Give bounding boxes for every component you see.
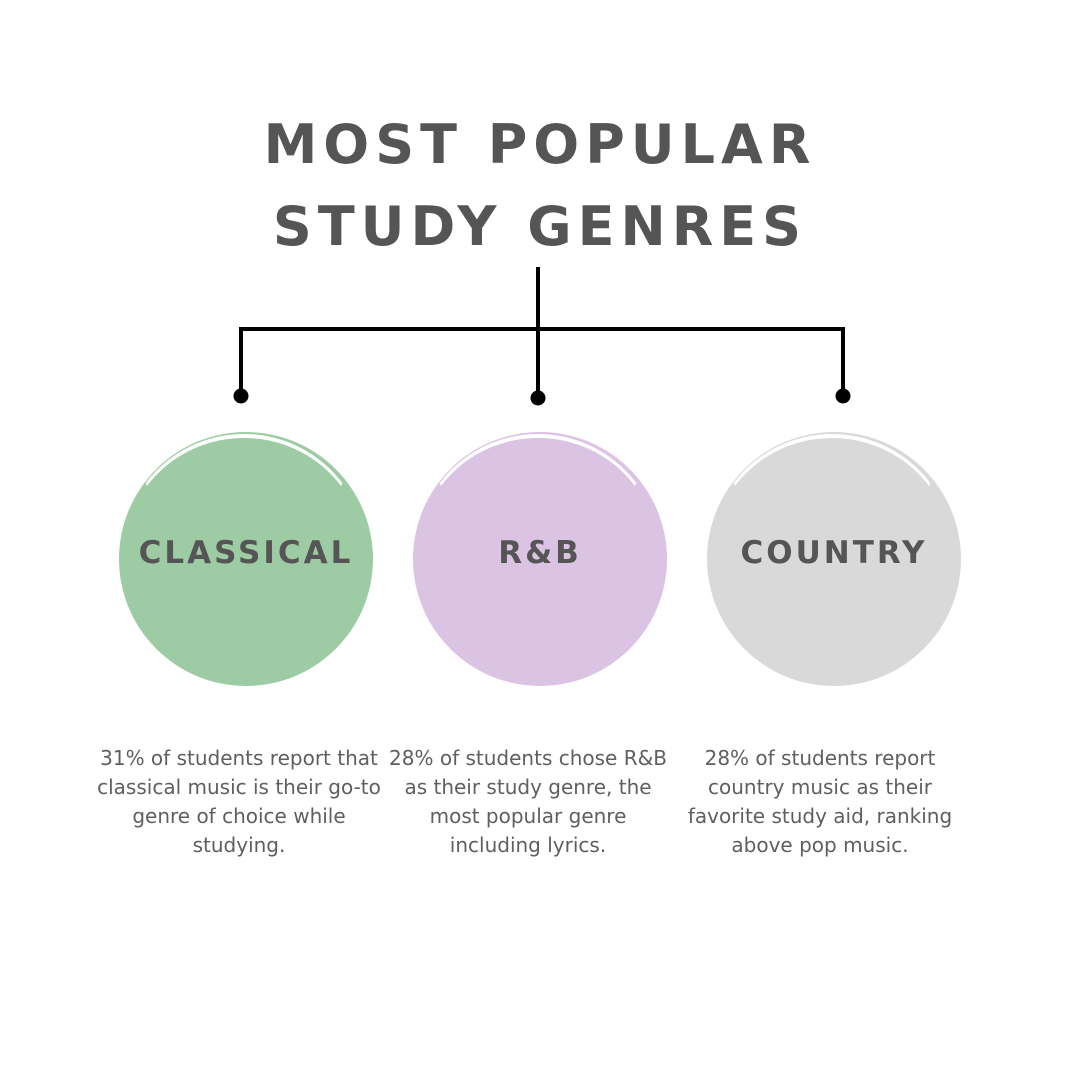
connector-dot-left xyxy=(233,388,249,404)
connector-dot-center xyxy=(530,390,546,406)
genre-description-rnb: 28% of students chose R&B as their study… xyxy=(389,746,667,857)
genre-label-country: Country xyxy=(740,535,928,571)
genre-description-country: 28% of students report country music as … xyxy=(687,746,953,857)
genre-label-rnb: R&B xyxy=(498,535,582,571)
genre-circle-classical: Classical xyxy=(119,432,373,686)
genre-circle-country: Country xyxy=(707,432,961,686)
title-line-1: Most Popular xyxy=(263,113,817,176)
genre-circle-rnb: R&B xyxy=(413,432,667,686)
genre-label-classical: Classical xyxy=(138,535,354,571)
title-line-2: Study Genres xyxy=(272,195,808,258)
genre-description-classical: 31% of students report that classical mu… xyxy=(97,746,381,857)
connector-dot-right xyxy=(835,388,851,404)
